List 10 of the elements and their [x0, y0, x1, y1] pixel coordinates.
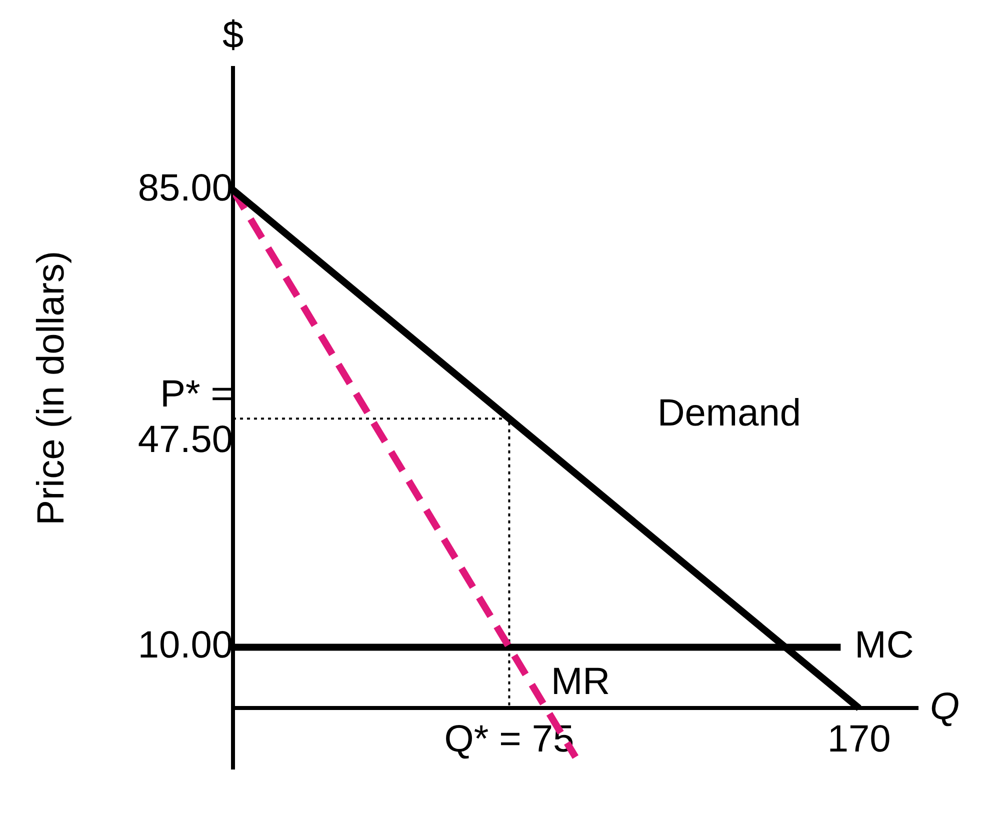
y-tick-label: 10.00: [138, 624, 233, 667]
text: $: [222, 14, 244, 56]
y-axis-title: Price (in dollars): [30, 250, 72, 526]
series-label: MR: [550, 660, 610, 703]
text: Demand: [657, 392, 801, 434]
y-tick-label: P* = 47.50: [138, 373, 233, 461]
y-tick-label: 85.00: [138, 167, 233, 210]
series-label: MC: [854, 624, 914, 667]
x-tick-label: 170: [827, 718, 891, 761]
x-axis-title: Q: [930, 686, 960, 728]
